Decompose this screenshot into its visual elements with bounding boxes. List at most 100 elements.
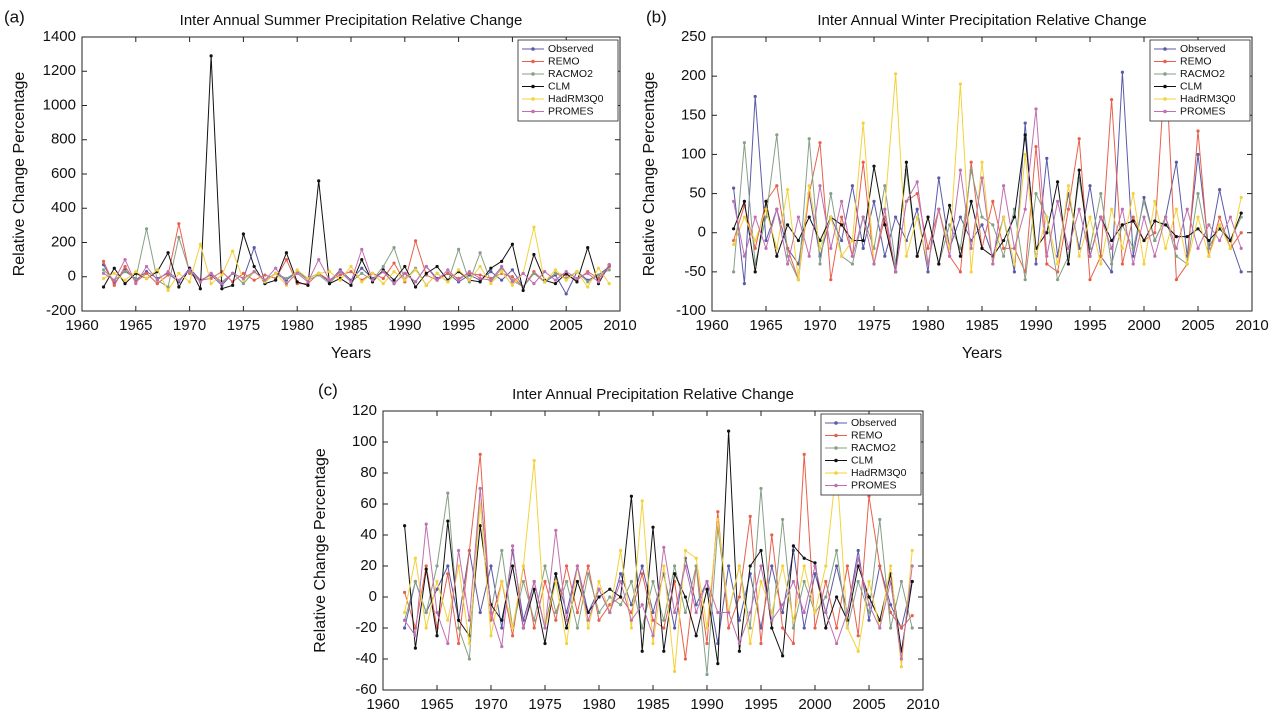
- data-point: [1131, 246, 1135, 250]
- data-point: [177, 271, 181, 275]
- data-point: [629, 626, 634, 630]
- data-point: [1012, 270, 1017, 274]
- data-point: [651, 525, 655, 529]
- data-point: [553, 278, 558, 282]
- panel: (a) Inter Annual Summer Precipitation Rel…: [4, 7, 637, 362]
- data-point: [338, 273, 342, 277]
- data-point: [915, 180, 919, 184]
- data-point: [349, 264, 353, 269]
- legend-label: CLM: [1180, 80, 1202, 92]
- data-point: [360, 271, 364, 275]
- data-point: [1088, 254, 1092, 258]
- data-point: [177, 285, 181, 289]
- data-point: [510, 634, 515, 638]
- data-point: [607, 263, 611, 267]
- data-point: [759, 564, 763, 568]
- data-point: [543, 270, 547, 274]
- data-point: [759, 548, 763, 553]
- data-point: [915, 215, 919, 219]
- data-point: [101, 276, 106, 281]
- data-point: [457, 548, 461, 553]
- data-point: [759, 641, 763, 646]
- data-point: [1056, 199, 1060, 203]
- data-point: [753, 238, 757, 243]
- data-point: [775, 207, 779, 211]
- data-point: [532, 271, 536, 275]
- y-tick-label: 40: [360, 526, 377, 543]
- data-point: [629, 494, 634, 498]
- data-point: [705, 672, 709, 677]
- data-point: [1110, 98, 1114, 102]
- legend-marker: [531, 84, 535, 89]
- data-point: [705, 626, 709, 630]
- data-point: [209, 54, 213, 58]
- data-point: [732, 242, 736, 247]
- data-point: [845, 610, 850, 615]
- data-point: [640, 649, 644, 653]
- data-point: [759, 579, 763, 584]
- data-point: [360, 266, 364, 270]
- data-point: [1034, 107, 1038, 111]
- data-point: [532, 579, 536, 584]
- data-point: [904, 254, 909, 258]
- data-point: [123, 264, 127, 269]
- data-point: [500, 548, 504, 553]
- data-point: [619, 579, 623, 584]
- legend-label: HadRM3Q0: [851, 467, 907, 479]
- data-point: [889, 603, 893, 607]
- y-tick-label: 100: [352, 433, 377, 450]
- panel-label: (b): [646, 7, 667, 26]
- data-point: [1088, 184, 1092, 188]
- y-tick-label: 200: [681, 67, 706, 84]
- legend-marker: [1163, 109, 1167, 114]
- chart-title: Inter Annual Summer Precipitation Relati…: [180, 12, 523, 29]
- data-point: [770, 564, 774, 568]
- data-point: [543, 280, 547, 284]
- data-point: [553, 282, 558, 286]
- x-tick-label: 2000: [496, 317, 529, 334]
- data-point: [457, 618, 461, 622]
- x-tick-label: 1975: [227, 317, 260, 334]
- data-point: [1174, 207, 1178, 211]
- data-point: [510, 242, 514, 246]
- data-point: [177, 235, 181, 239]
- legend-marker: [1163, 59, 1167, 64]
- data-point: [284, 258, 289, 262]
- data-point: [489, 270, 493, 274]
- data-point: [861, 160, 865, 164]
- data-point: [306, 280, 310, 284]
- data-point: [101, 285, 106, 289]
- data-point: [435, 634, 439, 638]
- data-point: [446, 641, 450, 646]
- data-point: [1196, 129, 1200, 133]
- data-point: [926, 270, 930, 274]
- data-point: [910, 626, 914, 630]
- data-point: [241, 276, 245, 281]
- data-point: [1099, 262, 1103, 266]
- data-point: [144, 276, 149, 281]
- data-point: [198, 287, 202, 291]
- data-point: [1077, 137, 1081, 141]
- x-tick-label: 1970: [173, 317, 206, 334]
- data-point: [1196, 152, 1200, 157]
- data-point: [1239, 246, 1243, 250]
- data-point: [824, 579, 828, 584]
- data-point: [597, 579, 601, 584]
- legend-label: REMO: [851, 429, 883, 441]
- data-point: [489, 266, 493, 270]
- data-point: [705, 579, 709, 584]
- data-point: [786, 262, 790, 266]
- data-point: [1131, 219, 1135, 223]
- data-point: [1239, 211, 1243, 215]
- data-point: [748, 626, 752, 630]
- legend-label: Observed: [1180, 43, 1226, 55]
- x-tick-label: 1990: [690, 696, 723, 713]
- data-point: [252, 246, 256, 250]
- data-point: [317, 179, 321, 183]
- x-tick-label: 1970: [803, 317, 836, 334]
- data-point: [586, 610, 590, 615]
- data-point: [155, 282, 159, 286]
- data-point: [683, 595, 688, 599]
- data-point: [764, 199, 768, 203]
- data-point: [872, 199, 876, 203]
